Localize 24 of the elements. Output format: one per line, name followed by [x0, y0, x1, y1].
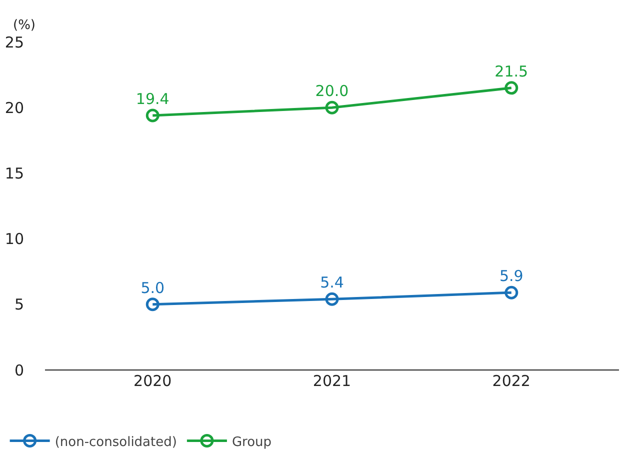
x-tick-label: 2020	[134, 372, 172, 390]
data-label: 5.4	[320, 274, 344, 292]
data-label: 20.0	[315, 82, 349, 100]
y-tick-label: 25	[4, 33, 24, 52]
point	[325, 100, 339, 114]
x-tick-label: 2022	[492, 372, 530, 390]
data-label: 19.4	[136, 90, 170, 108]
x-tick-label: 2021	[312, 372, 352, 390]
point	[504, 81, 518, 95]
y-tick-label: 20	[4, 98, 24, 117]
point	[325, 292, 339, 306]
legend-label: Group	[232, 434, 272, 450]
y-tick-label: 10	[4, 230, 24, 248]
y-tick-label: 0	[14, 361, 24, 380]
legend-label: (non-consolidated)	[54, 434, 177, 450]
y-tick-label: 15	[4, 164, 24, 182]
point	[146, 298, 160, 312]
y-axis-title: (%)	[13, 18, 36, 33]
point	[146, 108, 160, 122]
point	[504, 286, 518, 300]
y-tick-label: 5	[14, 296, 24, 314]
data-label: 5.9	[499, 266, 524, 285]
data-label: 5.0	[140, 278, 165, 297]
data-label: 21.5	[494, 62, 528, 80]
